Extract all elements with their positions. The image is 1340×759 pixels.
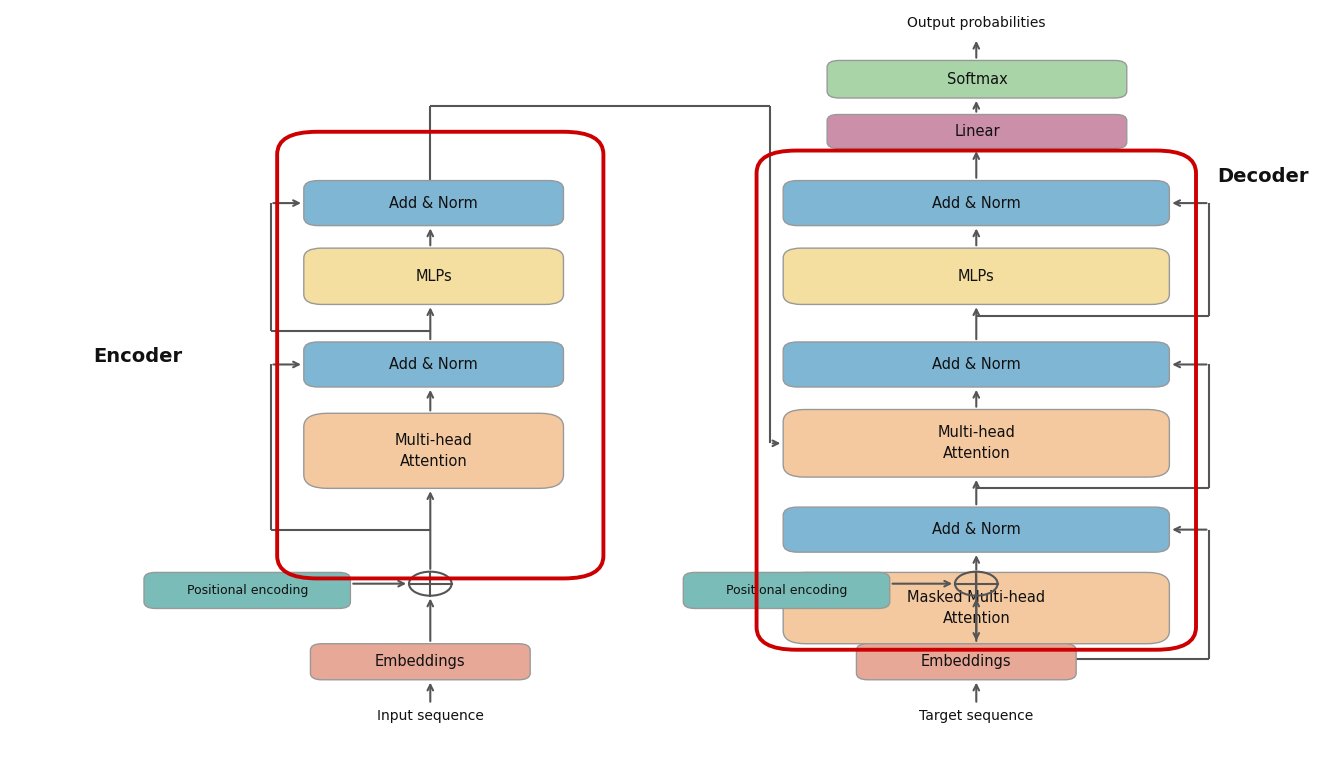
FancyBboxPatch shape [827,115,1127,148]
FancyBboxPatch shape [856,644,1076,680]
Text: MLPs: MLPs [415,269,452,284]
FancyBboxPatch shape [783,572,1170,644]
Text: Add & Norm: Add & Norm [931,357,1021,372]
FancyBboxPatch shape [783,342,1170,387]
FancyBboxPatch shape [311,644,531,680]
Text: Linear: Linear [954,124,1000,139]
Text: Decoder: Decoder [1217,167,1308,186]
FancyBboxPatch shape [783,248,1170,304]
Text: Target sequence: Target sequence [919,710,1033,723]
FancyBboxPatch shape [783,507,1170,552]
Text: Embeddings: Embeddings [375,654,465,669]
FancyBboxPatch shape [827,61,1127,98]
Text: Multi-head
Attention: Multi-head Attention [395,433,473,469]
Text: Encoder: Encoder [92,348,182,367]
Text: Input sequence: Input sequence [377,710,484,723]
FancyBboxPatch shape [143,572,350,609]
Text: Output probabilities: Output probabilities [907,17,1045,30]
Text: Add & Norm: Add & Norm [389,196,478,210]
FancyBboxPatch shape [783,181,1170,225]
Text: Positional encoding: Positional encoding [186,584,308,597]
Text: Add & Norm: Add & Norm [931,196,1021,210]
FancyBboxPatch shape [783,410,1170,477]
Text: Softmax: Softmax [946,72,1008,87]
Text: Masked Multi-head
Attention: Masked Multi-head Attention [907,590,1045,626]
Text: Embeddings: Embeddings [921,654,1012,669]
FancyBboxPatch shape [304,181,563,225]
FancyBboxPatch shape [304,342,563,387]
Text: Multi-head
Attention: Multi-head Attention [938,425,1016,461]
Text: MLPs: MLPs [958,269,994,284]
Text: Add & Norm: Add & Norm [931,522,1021,537]
FancyBboxPatch shape [304,248,563,304]
FancyBboxPatch shape [683,572,890,609]
Text: Positional encoding: Positional encoding [726,584,847,597]
FancyBboxPatch shape [304,414,563,488]
Text: Add & Norm: Add & Norm [389,357,478,372]
